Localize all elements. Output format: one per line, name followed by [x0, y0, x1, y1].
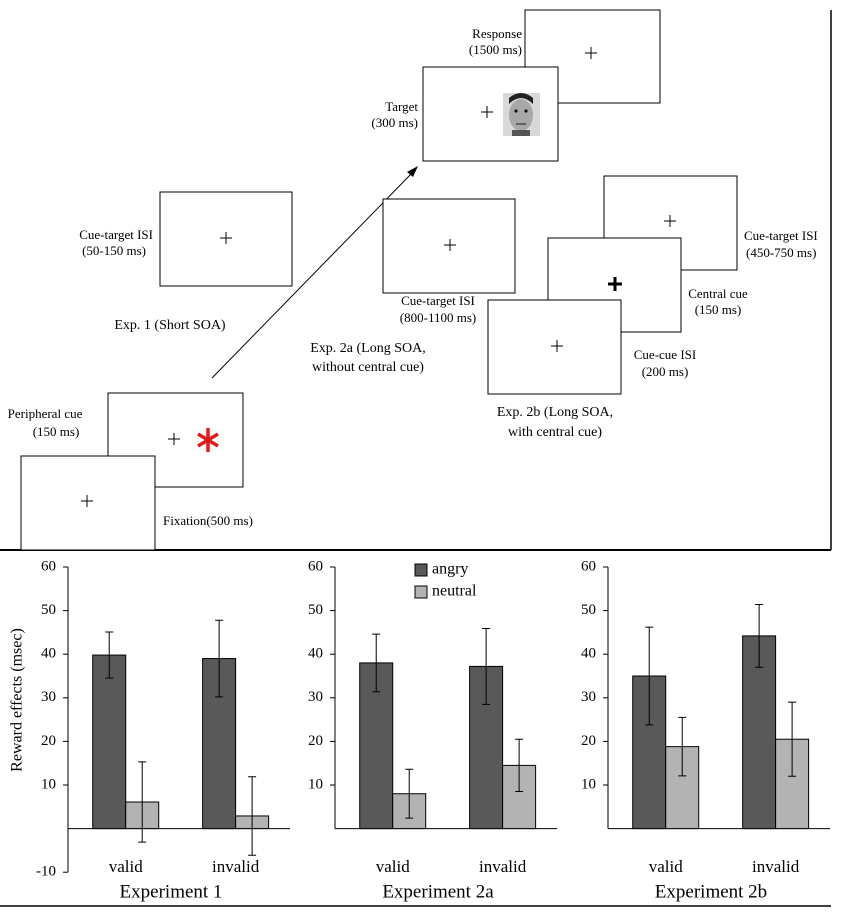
- legend-swatch: [414, 585, 428, 599]
- caption: Exp. 2a (Long SOA,: [310, 341, 426, 356]
- label: Fixation(500 ms): [163, 513, 253, 528]
- y-tick-label: 30: [581, 689, 596, 705]
- peripheral-frame: [107, 392, 244, 488]
- y-tick-label: 10: [41, 776, 56, 792]
- y-tick-label: 60: [41, 558, 56, 574]
- caption: Exp. 2b (Long SOA,: [497, 405, 613, 420]
- fixation-cross: [220, 232, 232, 244]
- bar: [742, 635, 777, 830]
- error-bar: [405, 768, 414, 819]
- y-tick-label: 60: [308, 558, 323, 574]
- fixation-cross: [585, 47, 597, 59]
- y-tick-label: 50: [41, 602, 56, 618]
- chart-title: Experiment 2b: [655, 881, 767, 902]
- arrow-head: [407, 166, 418, 177]
- y-tick-label: 60: [581, 558, 596, 574]
- y-tick-label: 10: [308, 776, 323, 792]
- label: Cue-target ISI: [744, 228, 818, 243]
- error-bar: [788, 701, 797, 777]
- label: (300 ms): [371, 115, 418, 130]
- y-tick-label: -10: [36, 864, 56, 880]
- label: (50-150 ms): [82, 243, 146, 258]
- y-tick-label: 20: [41, 733, 56, 749]
- fixation-cross: [168, 433, 180, 445]
- error-bar: [105, 631, 114, 679]
- face-image: [503, 93, 540, 136]
- fixation-cross: [481, 106, 493, 118]
- x-tick-label: invalid: [479, 857, 527, 876]
- y-tick-label: 50: [308, 602, 323, 618]
- peripheral-cue: [197, 428, 219, 452]
- y-tick-label: 20: [581, 733, 596, 749]
- label: (1500 ms): [469, 42, 522, 57]
- label: Cue-cue ISI: [634, 347, 696, 362]
- y-tick-label: 40: [581, 646, 596, 662]
- legend-label: angry: [432, 561, 468, 578]
- label: Central cue: [688, 286, 748, 301]
- error-bar: [678, 716, 687, 777]
- label: Cue-target ISI: [401, 293, 475, 308]
- fixation-frame: [20, 455, 156, 551]
- label: Response: [472, 26, 522, 41]
- y-tick-label: 10: [581, 776, 596, 792]
- central-cue-cross: [608, 277, 622, 291]
- response-frame: [524, 9, 661, 104]
- error-bar: [515, 738, 524, 793]
- y-tick-label: 40: [41, 646, 56, 662]
- y-tick-label: 30: [41, 689, 56, 705]
- label: (800-1100 ms): [400, 310, 476, 325]
- error-bar: [248, 776, 257, 856]
- label: Cue-target ISI: [79, 227, 153, 242]
- legend-swatch: [414, 563, 428, 577]
- error-bar: [482, 627, 491, 705]
- label: (200 ms): [642, 364, 689, 379]
- error-bar: [138, 761, 147, 843]
- fixation-cross: [81, 495, 93, 507]
- error-bar: [372, 633, 381, 693]
- isi-frame: [382, 198, 516, 294]
- error-bar: [645, 626, 654, 726]
- fixation-cross: [551, 340, 563, 352]
- y-tick-label: 40: [308, 646, 323, 662]
- x-tick-label: valid: [376, 857, 410, 876]
- label: Target: [385, 99, 418, 114]
- x-tick-label: invalid: [752, 857, 800, 876]
- legend-label: neutral: [432, 583, 477, 600]
- diagram: Response (1500 ms) Target (300 ms) Cue-t…: [0, 9, 832, 551]
- chart-title: Experiment 1: [120, 881, 223, 902]
- y-tick-label: 30: [308, 689, 323, 705]
- bar: [92, 654, 127, 830]
- y-axis-label: Reward effects (msec): [9, 628, 26, 772]
- label: (450-750 ms): [746, 245, 816, 260]
- label: (150 ms): [33, 424, 80, 439]
- cue-cue-frame: [487, 299, 622, 395]
- caption: with central cue): [508, 425, 602, 440]
- error-bar: [215, 619, 224, 698]
- arrow: [211, 170, 415, 379]
- caption: without central cue): [312, 360, 424, 375]
- chart-title: Experiment 2a: [382, 881, 494, 902]
- error-bar: [755, 603, 764, 668]
- caption: Exp. 1 (Short SOA): [114, 318, 226, 333]
- label: Peripheral cue: [8, 406, 83, 421]
- fixation-cross: [664, 215, 676, 227]
- fixation-cross: [444, 239, 456, 251]
- label: (150 ms): [695, 302, 742, 317]
- x-tick-label: valid: [109, 857, 143, 876]
- y-tick-label: 20: [308, 733, 323, 749]
- x-tick-label: valid: [649, 857, 683, 876]
- x-tick-label: invalid: [212, 857, 260, 876]
- y-tick-label: 50: [581, 602, 596, 618]
